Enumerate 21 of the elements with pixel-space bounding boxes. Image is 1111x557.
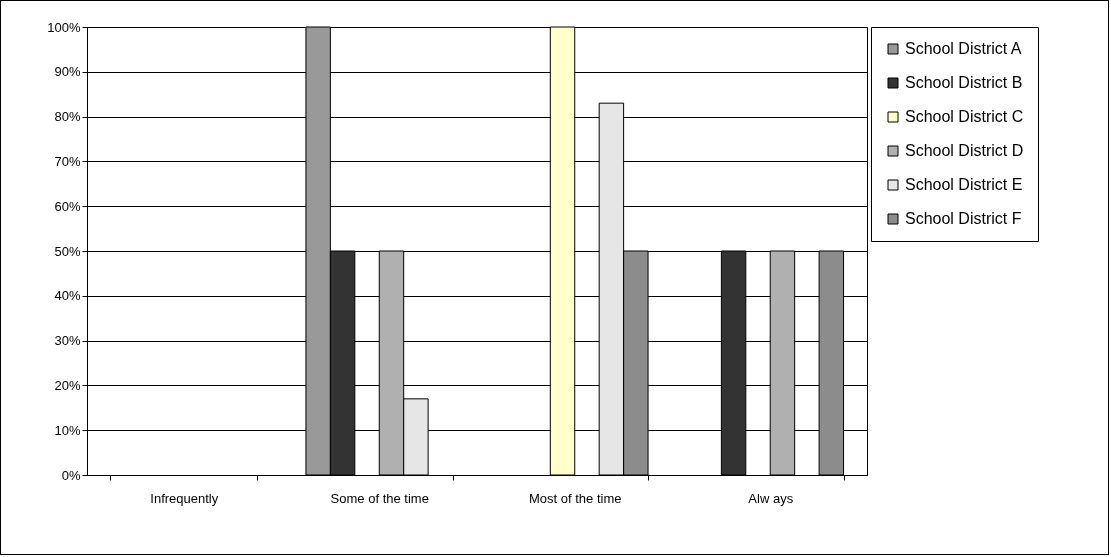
- y-tick-label: 20%: [54, 377, 81, 393]
- y-tick-label: 50%: [54, 243, 81, 259]
- legend-label: School District D: [905, 142, 1024, 159]
- legend-label: School District C: [905, 108, 1024, 125]
- x-tick-label: Alw ays: [748, 490, 794, 506]
- y-tick-label: 100%: [47, 19, 81, 35]
- x-tick-label: Most of the time: [529, 490, 622, 506]
- legend-label: School District A: [905, 40, 1022, 57]
- x-tick-label: Infrequently: [150, 490, 219, 506]
- legend-label: School District E: [905, 176, 1023, 193]
- y-tick-label: 90%: [54, 64, 81, 80]
- y-tick-label: 30%: [54, 333, 81, 349]
- y-tick-label: 10%: [54, 422, 81, 438]
- y-tick-label: 0%: [61, 467, 81, 483]
- y-tick-label: 70%: [54, 153, 81, 169]
- x-tick-label: Some of the time: [330, 490, 429, 506]
- legend-label: School District B: [905, 74, 1023, 91]
- y-tick-label: 60%: [54, 198, 81, 214]
- y-tick-label: 40%: [54, 288, 81, 304]
- legend-label: School District F: [905, 210, 1022, 227]
- y-tick-label: 80%: [54, 109, 81, 125]
